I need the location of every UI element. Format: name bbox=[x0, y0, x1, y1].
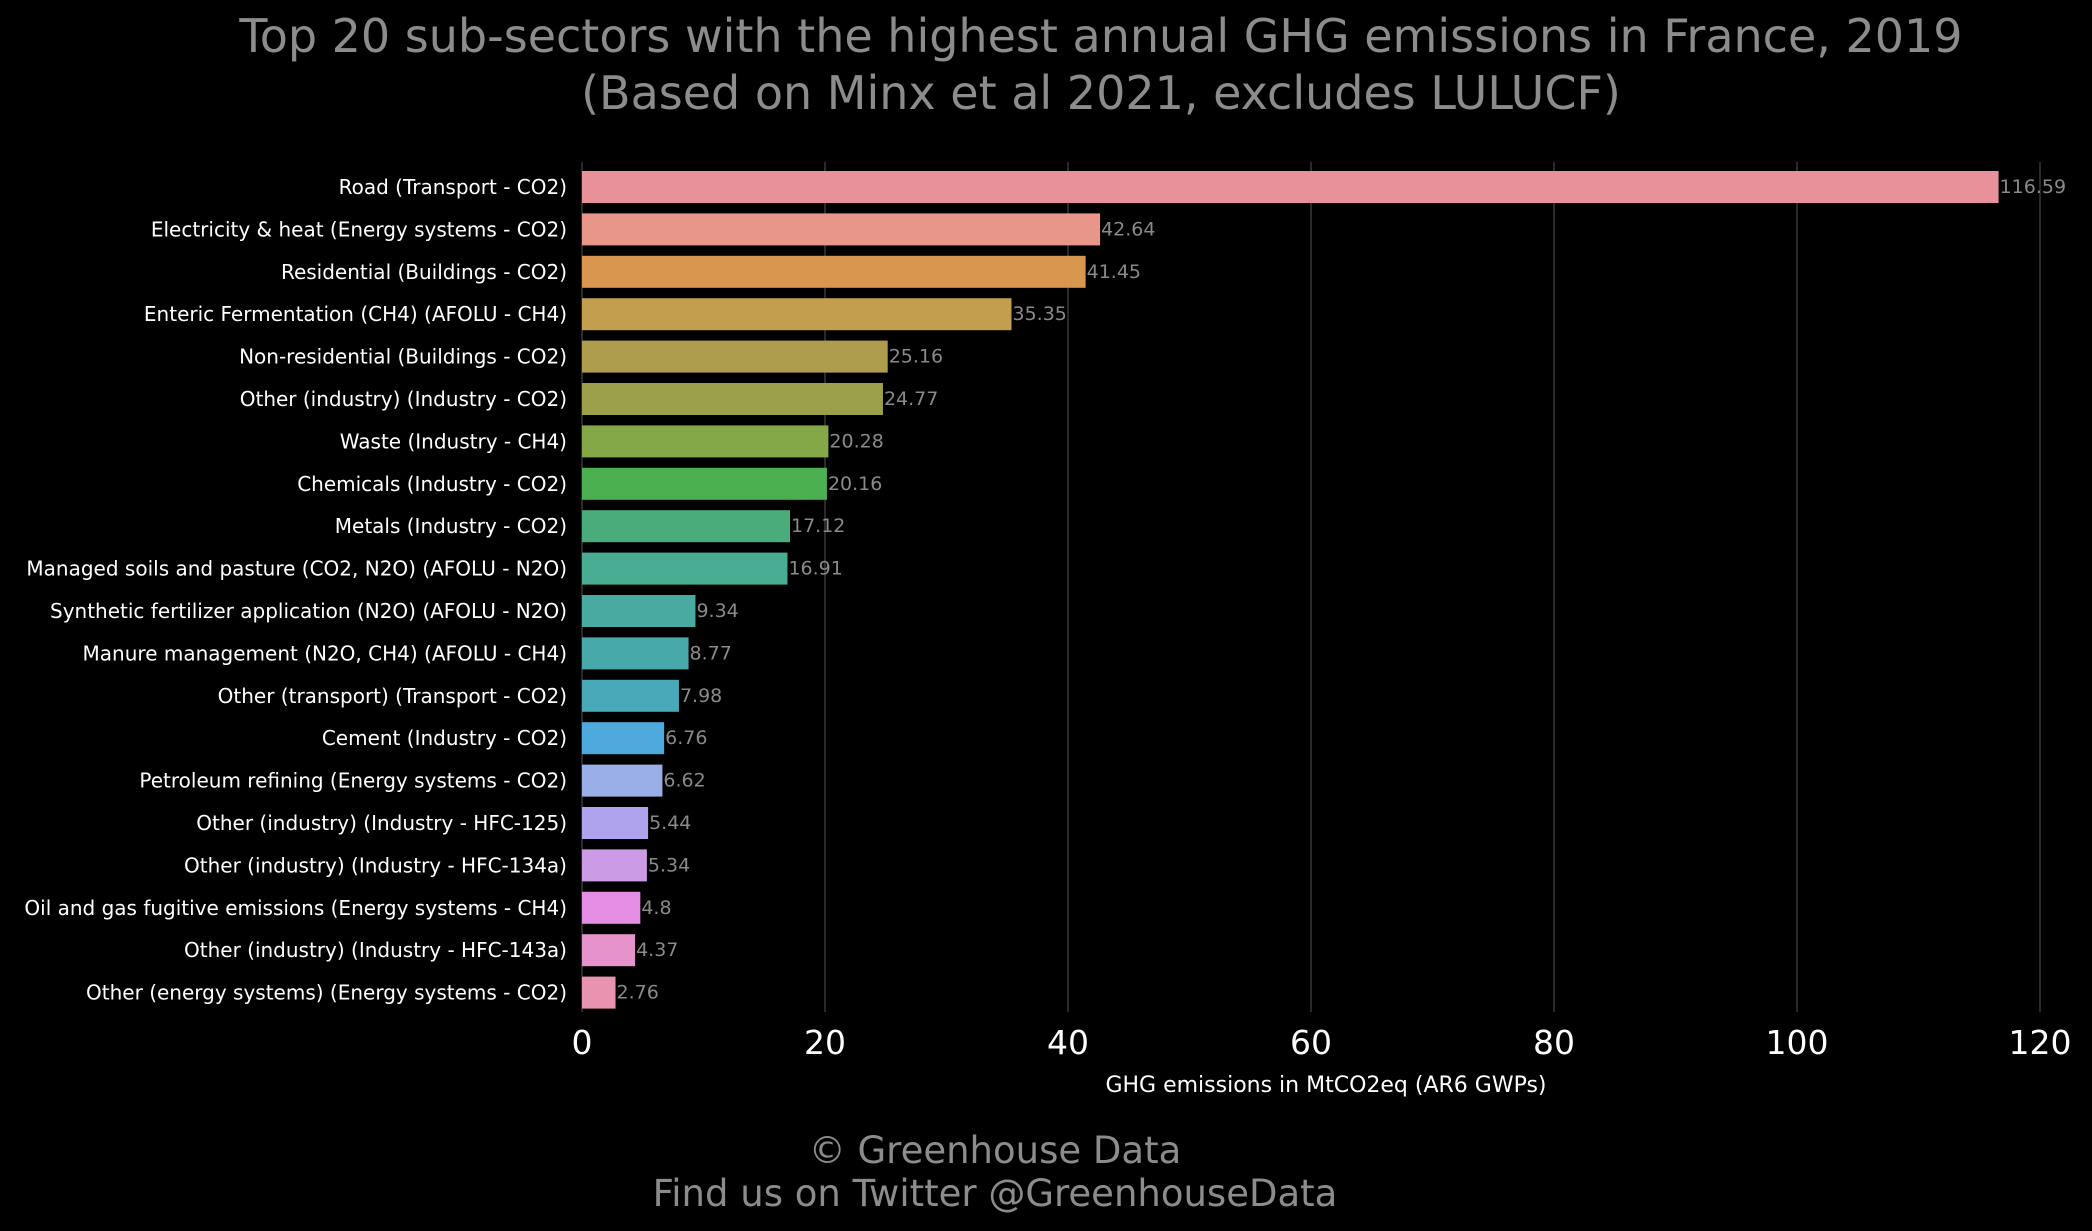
x-tick-label: 60 bbox=[1290, 1023, 1332, 1062]
x-tick-label: 80 bbox=[1533, 1023, 1575, 1062]
value-label: 4.37 bbox=[636, 939, 678, 961]
value-label: 35.35 bbox=[1013, 303, 1067, 325]
category-labels: Road (Transport - CO2) Electricity & heat… bbox=[24, 175, 567, 1005]
bar bbox=[582, 595, 696, 627]
value-label: 41.45 bbox=[1087, 261, 1141, 283]
chart-subtitle: (Based on Minx et al 2021, excludes LULU… bbox=[581, 66, 1621, 120]
category-label: Oil and gas fugitive emissions (Energy s… bbox=[24, 896, 567, 920]
value-label: 8.77 bbox=[690, 642, 732, 664]
bar bbox=[582, 637, 689, 670]
value-label: 9.34 bbox=[696, 600, 738, 622]
category-label: Synthetic fertilizer application (N2O) (… bbox=[50, 599, 567, 623]
value-label: 116.59 bbox=[2000, 176, 2066, 198]
value-label: 25.16 bbox=[889, 346, 943, 368]
category-label: Enteric Fermentation (CH4) (AFOLU - CH4) bbox=[144, 302, 567, 326]
x-tick-label: 20 bbox=[804, 1023, 846, 1062]
value-label: 2.76 bbox=[617, 982, 659, 1004]
category-label: Road (Transport - CO2) bbox=[339, 175, 567, 199]
value-label: 16.91 bbox=[788, 558, 842, 580]
bar bbox=[582, 510, 791, 543]
bar bbox=[582, 891, 641, 924]
bar bbox=[582, 934, 636, 967]
category-label: Electricity & heat (Energy systems - CO2… bbox=[151, 217, 567, 241]
bar bbox=[582, 213, 1101, 246]
value-label: 7.98 bbox=[680, 685, 722, 707]
bar bbox=[582, 340, 888, 373]
footer-twitter: Find us on Twitter @GreenhouseData bbox=[653, 1172, 1338, 1215]
footer-copyright: © Greenhouse Data bbox=[809, 1129, 1182, 1172]
chart-title: Top 20 sub-sectors with the highest annu… bbox=[238, 9, 1962, 63]
category-label: Other (transport) (Transport - CO2) bbox=[218, 684, 567, 708]
bar bbox=[582, 849, 647, 882]
value-label: 5.44 bbox=[649, 812, 691, 834]
x-axis-title: GHG emissions in MtCO2eq (AR6 GWPs) bbox=[1105, 1073, 1546, 1098]
category-label: Cement (Industry - CO2) bbox=[322, 726, 567, 750]
value-label: 42.64 bbox=[1101, 218, 1155, 240]
category-label: Other (industry) (Industry - CO2) bbox=[240, 387, 567, 411]
value-label: 6.76 bbox=[665, 727, 707, 749]
category-label: Managed soils and pasture (CO2, N2O) (AF… bbox=[26, 557, 567, 581]
x-tick-label: 120 bbox=[2009, 1023, 2072, 1062]
x-tick-label: 0 bbox=[572, 1023, 593, 1062]
category-label: Manure management (N2O, CH4) (AFOLU - CH… bbox=[83, 641, 567, 665]
x-tick-label: 40 bbox=[1047, 1023, 1089, 1062]
category-label: Chemicals (Industry - CO2) bbox=[297, 472, 567, 496]
category-label: Non-residential (Buildings - CO2) bbox=[239, 345, 567, 369]
category-label: Other (industry) (Industry - HFC-125) bbox=[196, 811, 567, 835]
grid-lines bbox=[581, 162, 2041, 1012]
value-label: 17.12 bbox=[791, 515, 845, 537]
bar bbox=[582, 552, 788, 585]
category-label: Other (energy systems) (Energy systems -… bbox=[86, 981, 567, 1005]
bar bbox=[582, 807, 649, 839]
value-label: 5.34 bbox=[648, 854, 690, 876]
value-label: 24.77 bbox=[884, 388, 938, 410]
value-label: 6.62 bbox=[663, 770, 705, 792]
bar bbox=[582, 171, 1999, 203]
bars bbox=[582, 171, 1999, 1009]
bar bbox=[582, 679, 679, 712]
category-label: Other (industry) (Industry - HFC-143a) bbox=[184, 938, 567, 962]
x-tick-labels: 0 20 40 60 80 100 120 bbox=[572, 1023, 2072, 1062]
category-label: Metals (Industry - CO2) bbox=[335, 514, 567, 538]
bar bbox=[582, 425, 829, 458]
bar bbox=[582, 298, 1012, 331]
bar bbox=[582, 976, 616, 1009]
value-label: 20.16 bbox=[828, 473, 882, 495]
bar bbox=[582, 255, 1086, 288]
bar bbox=[582, 722, 665, 755]
value-label: 4.8 bbox=[641, 897, 671, 919]
bar bbox=[582, 467, 827, 500]
category-label: Other (industry) (Industry - HFC-134a) bbox=[184, 853, 567, 877]
value-label: 20.28 bbox=[829, 430, 883, 452]
x-tick-label: 100 bbox=[1766, 1023, 1829, 1062]
bar bbox=[582, 764, 663, 797]
bar bbox=[582, 383, 883, 415]
category-label: Petroleum refining (Energy systems - CO2… bbox=[139, 769, 567, 793]
category-label: Waste (Industry - CH4) bbox=[340, 429, 567, 453]
category-label: Residential (Buildings - CO2) bbox=[281, 260, 567, 284]
